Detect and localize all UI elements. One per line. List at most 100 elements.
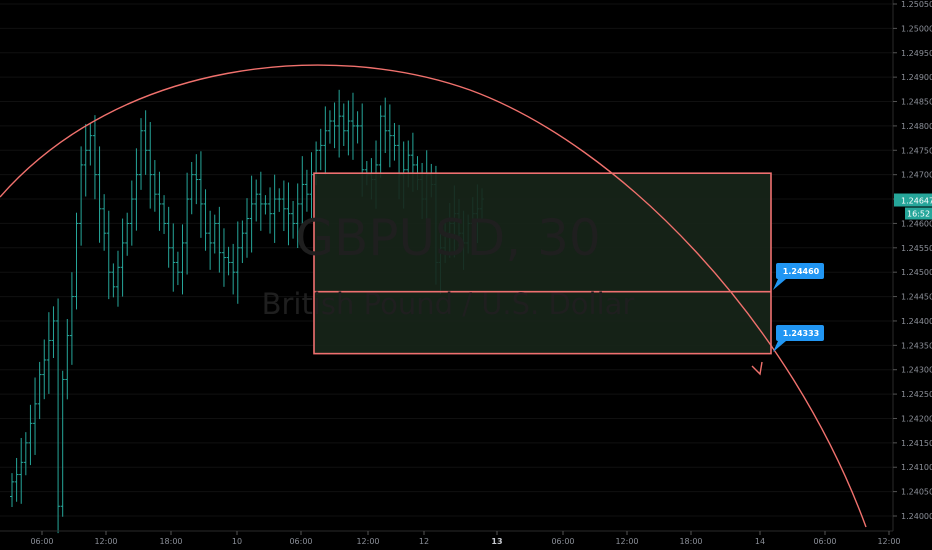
- price-bar: [337, 89, 342, 158]
- price-bar: [129, 180, 134, 246]
- current-price-marker: 1.24647 16:52: [894, 193, 932, 220]
- price-bar: [268, 187, 273, 234]
- price-tick-label: 1.24850: [901, 98, 932, 107]
- price-tick-label: 1.24200: [901, 414, 932, 423]
- price-bar: [143, 110, 148, 175]
- price-tick-label: 1.25000: [901, 24, 932, 33]
- price-bar: [350, 92, 355, 160]
- price-bar: [102, 194, 107, 251]
- price-bar: [286, 182, 291, 246]
- time-tick-label: 12:00: [877, 537, 900, 546]
- price-bar: [19, 437, 24, 504]
- price-bar: [341, 103, 346, 146]
- price-bar: [23, 432, 28, 476]
- price-bar: [198, 151, 203, 238]
- price-bar: [300, 156, 305, 238]
- price-bar: [226, 246, 231, 276]
- time-tick-label: 12:00: [615, 537, 638, 546]
- time-axis[interactable]: 06:00 12:00 18:00 10 06:00 12:00 12 13 06:00 12:0…: [0, 530, 901, 546]
- price-bar: [92, 115, 97, 200]
- price-tick-label: 1.24350: [901, 341, 932, 350]
- price-bar: [304, 169, 309, 212]
- time-tick-label: 12: [419, 537, 429, 546]
- price-bar: [65, 319, 70, 400]
- price-bar: [231, 243, 236, 295]
- arrow-head-icon: [751, 361, 763, 376]
- price-bar: [387, 104, 392, 168]
- price-bar: [240, 220, 245, 264]
- price-tick-label: 1.24150: [901, 439, 932, 448]
- price-bar: [28, 404, 33, 466]
- price-tick-label: 1.24550: [901, 244, 932, 253]
- price-bar: [166, 206, 171, 268]
- price-bar: [249, 175, 254, 253]
- price-bar: [291, 200, 296, 239]
- price-bar: [221, 228, 226, 287]
- price-label-upper: 1.24460: [783, 267, 820, 276]
- price-tick-label: 1.25050: [901, 0, 932, 9]
- time-tick-label: 13: [491, 537, 502, 546]
- price-bar: [106, 210, 111, 300]
- arc-curve[interactable]: [0, 64, 867, 528]
- description-watermark: British Pound / U.S. Dollar: [262, 287, 635, 321]
- time-tick-label: 10: [232, 537, 242, 546]
- price-bar: [263, 195, 268, 215]
- price-bar: [332, 102, 337, 149]
- price-bar: [152, 160, 157, 212]
- price-bar: [383, 97, 388, 154]
- price-bar: [309, 152, 314, 222]
- price-bar: [148, 122, 153, 209]
- price-bar: [355, 111, 360, 144]
- symbol-watermark: GBPUSD, 30: [295, 209, 600, 267]
- price-tick-label: 1.24400: [901, 317, 932, 326]
- price-labels: 1.24460 1.24333: [773, 263, 824, 352]
- price-tick-label: 1.24100: [901, 463, 932, 472]
- price-bar: [378, 105, 383, 178]
- price-bar: [162, 195, 167, 234]
- price-label-lower: 1.24333: [783, 329, 819, 338]
- price-bar: [125, 212, 130, 256]
- current-price-value: 1.24647: [901, 197, 932, 206]
- price-bar: [212, 214, 217, 254]
- price-bar: [327, 110, 332, 144]
- price-bar: [392, 122, 397, 161]
- price-bar: [157, 171, 162, 231]
- price-bar: [180, 224, 185, 295]
- price-bar: [134, 148, 139, 231]
- price-tick-label: 1.24450: [901, 293, 932, 302]
- price-bar: [185, 172, 190, 275]
- price-axis[interactable]: 1.25050 1.25000 1.24950 1.24900 1.24850 1.248…: [892, 0, 932, 531]
- price-bar: [97, 146, 102, 243]
- price-bar: [83, 123, 88, 197]
- price-bar: [74, 212, 79, 310]
- zone-rect[interactable]: [313, 172, 772, 355]
- price-bar: [46, 312, 51, 394]
- price-tick-label: 1.24300: [901, 366, 932, 375]
- price-bar: [175, 251, 180, 286]
- price-bar: [217, 206, 222, 273]
- price-tick-label: 1.24050: [901, 488, 932, 497]
- price-bar: [14, 457, 19, 502]
- price-bar: [79, 146, 84, 246]
- price-bar: [115, 250, 120, 307]
- price-bar: [111, 263, 116, 298]
- price-bar: [258, 171, 263, 231]
- price-bar: [272, 174, 277, 243]
- current-price-bg: [894, 193, 932, 207]
- price-bar: [56, 298, 61, 534]
- price-bar: [33, 377, 38, 455]
- time-tick-label: 12:00: [356, 537, 379, 546]
- price-bar: [88, 122, 93, 166]
- price-bar: [139, 118, 144, 190]
- time-tick-label: 06:00: [813, 537, 836, 546]
- price-bar: [346, 100, 351, 156]
- price-bar: [318, 128, 323, 171]
- rectangle-zone[interactable]: [313, 172, 772, 355]
- price-bar: [323, 106, 328, 175]
- price-bar: [295, 183, 300, 249]
- price-tick-label: 1.24250: [901, 390, 932, 399]
- bar-countdown: 16:52: [907, 210, 930, 219]
- countdown-bg: [905, 207, 932, 220]
- price-bar: [60, 370, 65, 517]
